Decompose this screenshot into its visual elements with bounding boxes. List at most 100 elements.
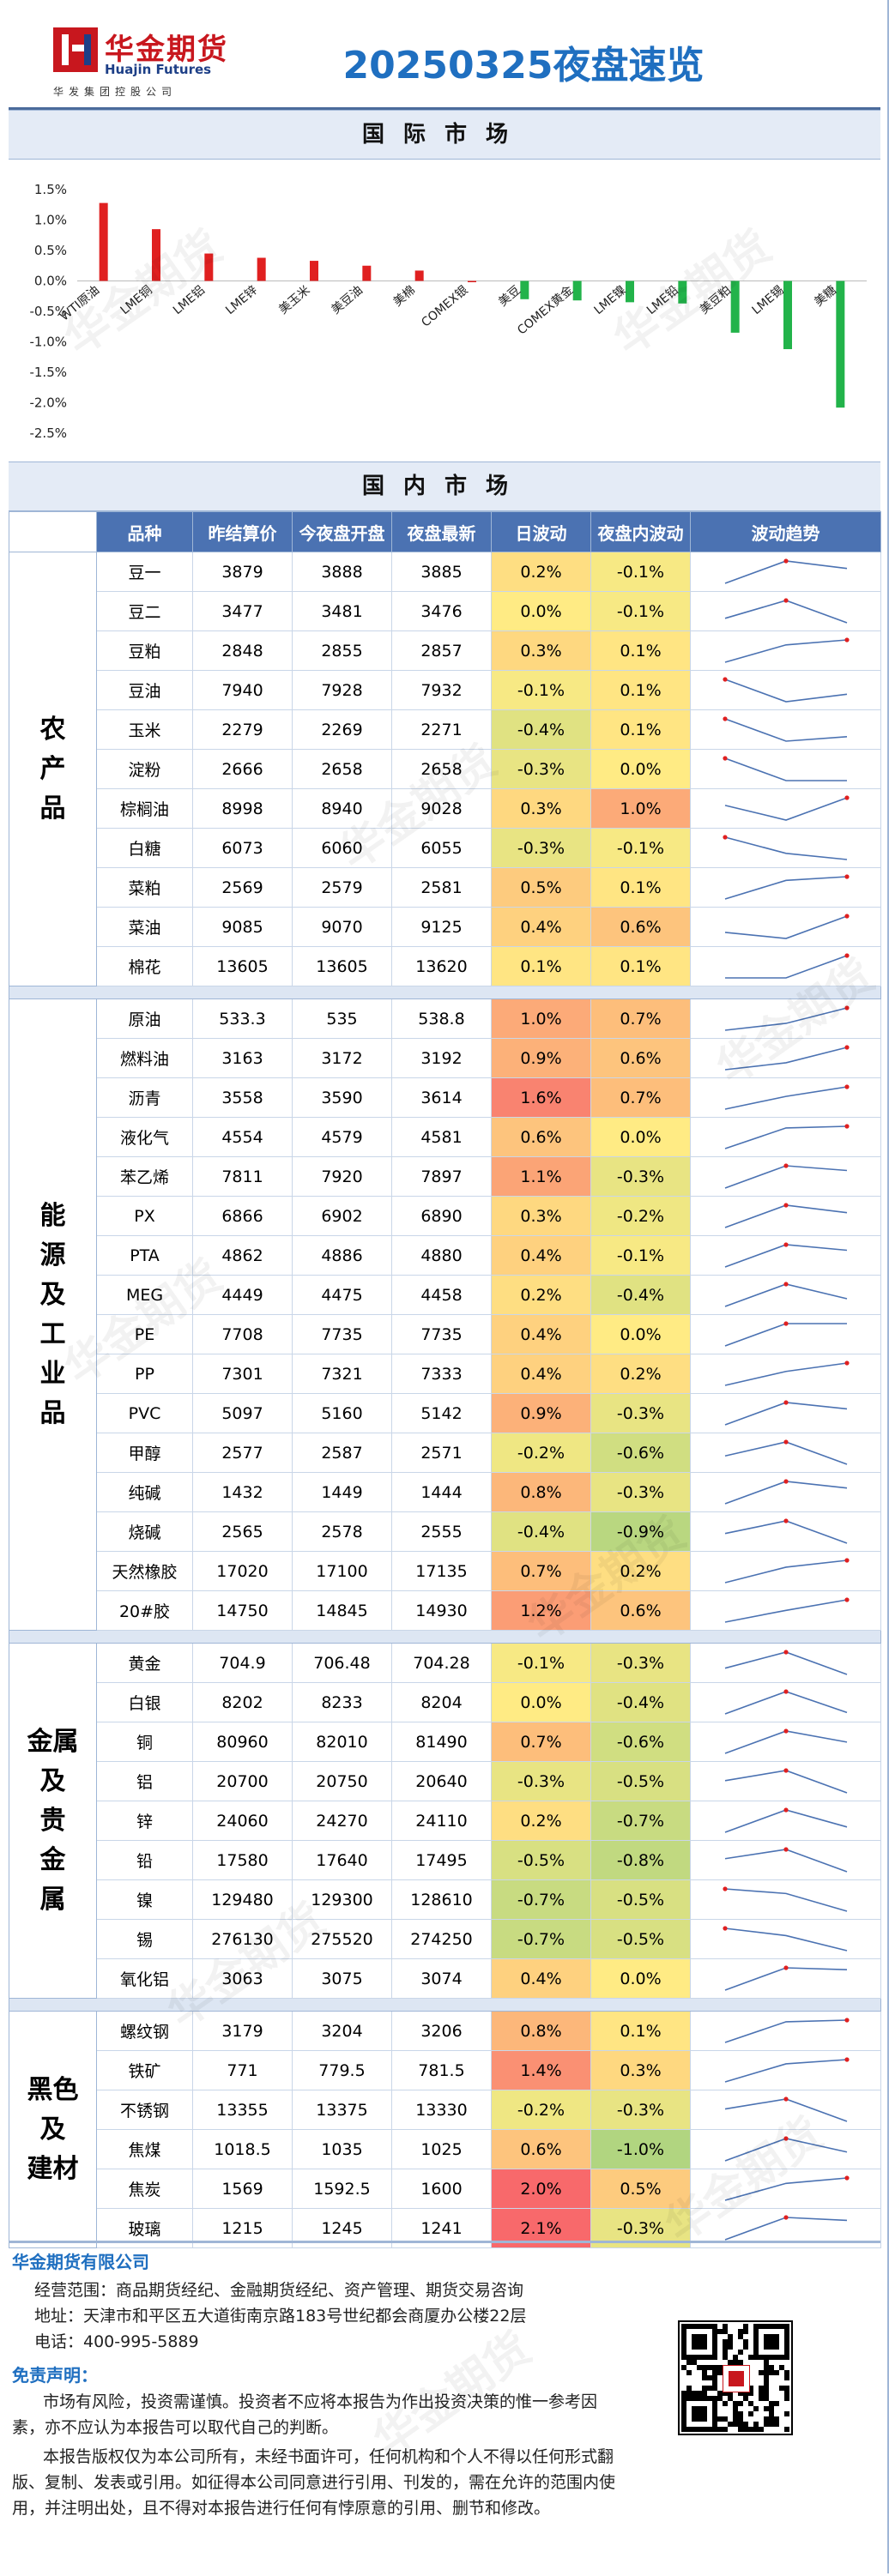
sparkline-path bbox=[724, 2058, 847, 2083]
cell-name: 焦炭 bbox=[96, 2169, 193, 2209]
sparkline-high-point bbox=[783, 1162, 789, 1168]
cell-day-change: 1.2% bbox=[491, 1590, 591, 1631]
sparkline-high-point bbox=[722, 715, 728, 721]
cell-day-change: 1.4% bbox=[491, 2050, 591, 2090]
cell-night-change: 0.7% bbox=[590, 998, 691, 1039]
cell-open: 7920 bbox=[292, 1156, 392, 1197]
y-tick-label: 0.5% bbox=[34, 243, 67, 258]
trend-sparkline bbox=[724, 913, 850, 939]
cell-night-change: 0.0% bbox=[590, 1314, 691, 1354]
trend-sparkline bbox=[724, 1649, 847, 1675]
table-row: 菜粕 2569 2579 2581 0.5% 0.1% bbox=[9, 867, 881, 908]
cell-prev: 17580 bbox=[192, 1840, 293, 1880]
cell-name: 白糖 bbox=[96, 828, 193, 868]
trend-sparkline bbox=[722, 715, 847, 742]
trend-sparkline bbox=[724, 1281, 847, 1307]
sparkline-path bbox=[724, 1808, 847, 1833]
y-tick-label: -0.5% bbox=[29, 304, 67, 319]
cell-day-change: 0.0% bbox=[491, 1682, 591, 1722]
sparkline-high-point bbox=[844, 913, 850, 919]
cell-night-change: 0.0% bbox=[590, 1958, 691, 1999]
cell-open: 20750 bbox=[292, 1761, 392, 1801]
sparkline-path bbox=[724, 2018, 847, 2043]
footer-phone: 电话：400-995-5889 bbox=[34, 2332, 199, 2351]
cell-last: 7932 bbox=[391, 670, 492, 710]
category-label: 黑色及建材 bbox=[9, 2011, 97, 2248]
cell-open: 129300 bbox=[292, 1879, 392, 1920]
cell-open: 2269 bbox=[292, 709, 392, 750]
cell-prev: 5097 bbox=[192, 1393, 293, 1433]
table-row: 锌 24060 24270 24110 0.2% -0.7% bbox=[9, 1801, 881, 1841]
cell-open: 3888 bbox=[292, 552, 392, 592]
sparkline-high-point bbox=[844, 1596, 850, 1602]
cell-name: 淀粉 bbox=[96, 749, 193, 789]
table-row: 豆粕 2848 2855 2857 0.3% 0.1% bbox=[9, 630, 881, 671]
sparkline-path bbox=[724, 757, 847, 781]
table-row: 焦炭 1569 1592.5 1600 2.0% 0.5% bbox=[9, 2169, 881, 2209]
sparkline-high-point bbox=[844, 1360, 850, 1366]
y-tick-label: 1.0% bbox=[34, 213, 67, 228]
trend-sparkline bbox=[724, 1478, 847, 1505]
sparkline-path bbox=[724, 1440, 847, 1465]
y-tick-label: 0.0% bbox=[34, 274, 67, 289]
footer: 华金期货有限公司 经营范围：商品期货经纪、金融期货经纪、资产管理、期货交易咨询 … bbox=[9, 2241, 880, 2576]
cell-prev: 4862 bbox=[192, 1235, 293, 1276]
cell-day-change: -0.2% bbox=[491, 2090, 591, 2130]
sparkline-path bbox=[724, 1887, 847, 1912]
cell-last: 6055 bbox=[391, 828, 492, 868]
cell-night-change: -0.3% bbox=[590, 1472, 691, 1512]
cell-open: 2578 bbox=[292, 1511, 392, 1552]
cell-day-change: -0.2% bbox=[491, 1433, 591, 1473]
bar-COMEX银 bbox=[468, 281, 476, 282]
sparkline-path bbox=[724, 1966, 847, 1991]
cell-open: 535 bbox=[292, 998, 392, 1039]
cell-night-change: -0.3% bbox=[590, 2090, 691, 2130]
cell-trend bbox=[690, 1275, 881, 1315]
cell-day-change: 0.3% bbox=[491, 788, 591, 829]
disclaimer-title: 免责声明： bbox=[12, 2365, 98, 2386]
table-row: 铅 17580 17640 17495 -0.5% -0.8% bbox=[9, 1840, 881, 1880]
cell-day-change: 0.5% bbox=[491, 867, 591, 908]
cell-trend bbox=[690, 2090, 881, 2130]
cell-day-change: -0.3% bbox=[491, 828, 591, 868]
cell-trend bbox=[690, 1393, 881, 1433]
sparkline-path bbox=[724, 1046, 847, 1071]
cell-night-change: -0.3% bbox=[590, 1156, 691, 1197]
cell-trend bbox=[690, 1840, 881, 1880]
trend-sparkline bbox=[724, 636, 850, 663]
cell-trend bbox=[690, 1958, 881, 1999]
cell-day-change: 0.7% bbox=[491, 1551, 591, 1591]
cell-day-change: 0.9% bbox=[491, 1393, 591, 1433]
cell-prev: 771 bbox=[192, 2050, 293, 2090]
cell-day-change: 0.8% bbox=[491, 1472, 591, 1512]
cell-day-change: -0.7% bbox=[491, 1879, 591, 1920]
cell-last: 4880 bbox=[391, 1235, 492, 1276]
cell-trend bbox=[690, 828, 881, 868]
cell-prev: 2279 bbox=[192, 709, 293, 750]
cell-last: 3206 bbox=[391, 2011, 492, 2051]
x-tick-label: 美豆粕 bbox=[698, 283, 734, 317]
sparkline-path bbox=[724, 559, 847, 584]
cell-name: 苯乙烯 bbox=[96, 1156, 193, 1197]
cell-night-change: -0.1% bbox=[590, 552, 691, 592]
cell-night-change: -0.4% bbox=[590, 1275, 691, 1315]
cell-prev: 9085 bbox=[192, 907, 293, 947]
cell-prev: 80960 bbox=[192, 1722, 293, 1762]
cell-trend bbox=[690, 1433, 881, 1473]
x-tick-label: 美糖 bbox=[812, 283, 839, 309]
cell-name: MEG bbox=[96, 1275, 193, 1315]
table-row: PE 7708 7735 7735 0.4% 0.0% bbox=[9, 1314, 881, 1354]
trend-sparkline bbox=[724, 1360, 850, 1386]
cell-prev: 17020 bbox=[192, 1551, 293, 1591]
trend-sparkline bbox=[724, 2135, 847, 2162]
cell-last: 20640 bbox=[391, 1761, 492, 1801]
cell-night-change: 0.5% bbox=[590, 2169, 691, 2209]
cell-day-change: 0.0% bbox=[491, 591, 591, 631]
cell-day-change: 0.4% bbox=[491, 1354, 591, 1394]
cell-open: 1592.5 bbox=[292, 2169, 392, 2209]
sparkline-high-point bbox=[783, 1281, 789, 1287]
table-row: 沥青 3558 3590 3614 1.6% 0.7% bbox=[9, 1077, 881, 1118]
table-row: 焦煤 1018.5 1035 1025 0.6% -1.0% bbox=[9, 2129, 881, 2169]
cell-prev: 1018.5 bbox=[192, 2129, 293, 2169]
cell-last: 17135 bbox=[391, 1551, 492, 1591]
